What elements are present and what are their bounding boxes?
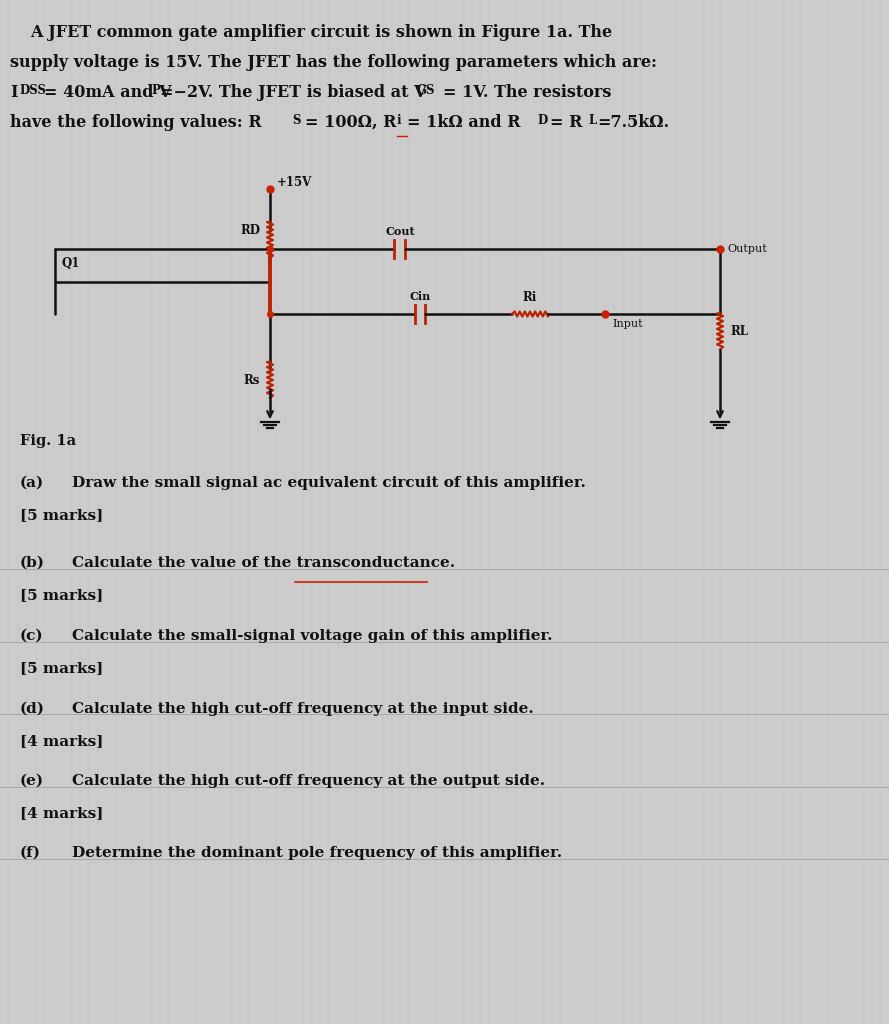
Text: Calculate the small-signal voltage gain of this amplifier.: Calculate the small-signal voltage gain … xyxy=(72,629,552,643)
Text: [5 marks]: [5 marks] xyxy=(20,508,103,522)
Text: = R: = R xyxy=(550,114,582,131)
Text: Calculate the value of the transconductance.: Calculate the value of the transconducta… xyxy=(72,556,455,570)
Text: RL: RL xyxy=(730,325,748,338)
Text: =7.5kΩ.: =7.5kΩ. xyxy=(597,114,669,131)
Text: I: I xyxy=(10,84,18,101)
Text: = 100Ω, R: = 100Ω, R xyxy=(305,114,396,131)
Text: = 1kΩ and R: = 1kΩ and R xyxy=(407,114,520,131)
Text: [5 marks]: [5 marks] xyxy=(20,588,103,602)
Text: RD: RD xyxy=(240,224,260,238)
Text: supply voltage is 15V. The JFET has the following parameters which are:: supply voltage is 15V. The JFET has the … xyxy=(10,54,657,71)
Text: [5 marks]: [5 marks] xyxy=(20,662,103,675)
Text: A JFET common gate amplifier circuit is shown in Figure 1a. The: A JFET common gate amplifier circuit is … xyxy=(30,24,613,41)
Text: Cout: Cout xyxy=(385,226,415,237)
Text: (a): (a) xyxy=(20,476,44,490)
Text: L: L xyxy=(588,114,597,127)
Text: Calculate the high cut-off frequency at the input side.: Calculate the high cut-off frequency at … xyxy=(72,702,533,716)
Text: (d): (d) xyxy=(20,702,45,716)
Text: [4 marks]: [4 marks] xyxy=(20,734,103,748)
Text: Determine the dominant pole frequency of this amplifier.: Determine the dominant pole frequency of… xyxy=(72,846,562,860)
Text: = 40mA and V: = 40mA and V xyxy=(44,84,172,101)
Text: Draw the small signal ac equivalent circuit of this amplifier.: Draw the small signal ac equivalent circ… xyxy=(72,476,586,490)
Text: have the following values: R: have the following values: R xyxy=(10,114,261,131)
Text: =−2V. The JFET is biased at V: =−2V. The JFET is biased at V xyxy=(160,84,427,101)
Text: Fig. 1a: Fig. 1a xyxy=(20,434,76,449)
Text: Calculate the high cut-off frequency at the output side.: Calculate the high cut-off frequency at … xyxy=(72,774,545,788)
Text: Output: Output xyxy=(727,244,766,254)
Text: (f): (f) xyxy=(20,846,41,860)
Text: DSS: DSS xyxy=(20,84,46,97)
Text: Ri: Ri xyxy=(523,291,537,304)
Text: Input: Input xyxy=(612,319,643,329)
Text: = 1V. The resistors: = 1V. The resistors xyxy=(443,84,612,101)
Text: [4 marks]: [4 marks] xyxy=(20,806,103,820)
Text: P: P xyxy=(151,84,160,97)
Text: S: S xyxy=(292,114,300,127)
Text: (e): (e) xyxy=(20,774,44,788)
Text: GS: GS xyxy=(417,84,436,97)
Text: Rs: Rs xyxy=(244,374,260,386)
Text: (c): (c) xyxy=(20,629,44,643)
Text: Q1: Q1 xyxy=(61,257,79,270)
Text: D: D xyxy=(537,114,548,127)
Text: (b): (b) xyxy=(20,556,45,570)
Text: i: i xyxy=(397,114,402,127)
Text: Cin: Cin xyxy=(409,291,430,302)
Text: +15V: +15V xyxy=(277,176,312,189)
